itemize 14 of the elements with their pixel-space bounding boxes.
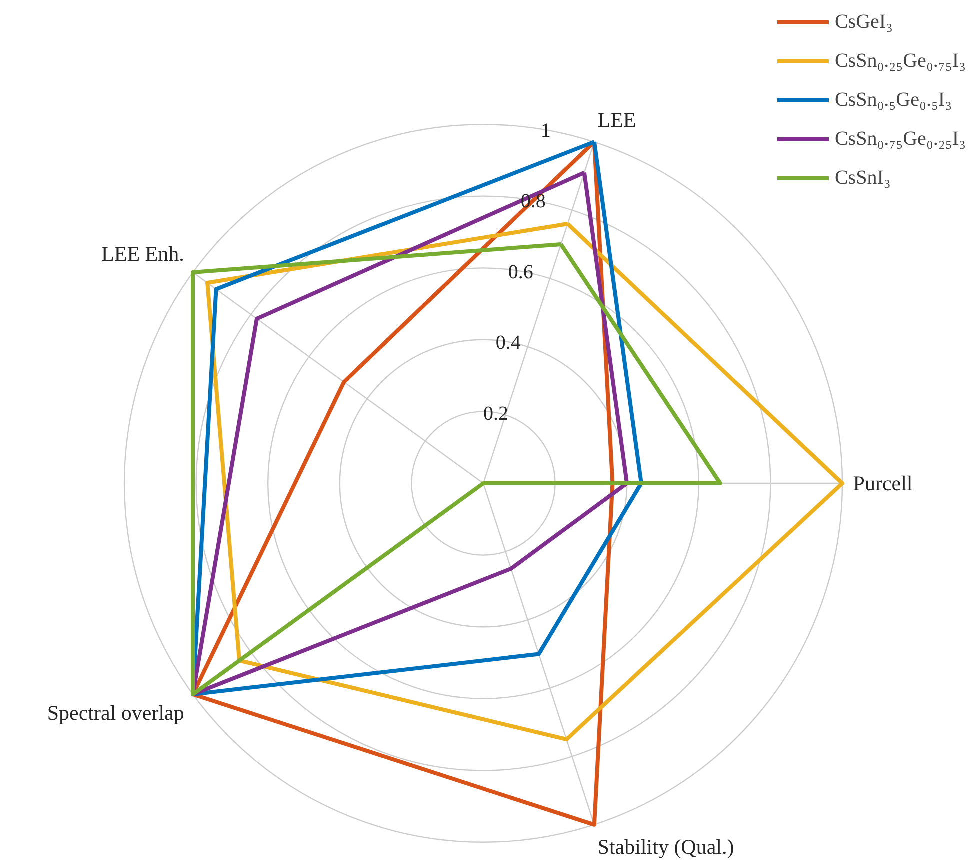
spoke-label: Stability (Qual.) [598, 835, 734, 860]
legend-label: CsSn₀.₅Ge₀.₅I₃ [834, 88, 952, 112]
y-tick-label: 0.6 [508, 261, 534, 284]
spoke-label: Purcell [853, 472, 913, 496]
y-tick-label: 1 [540, 120, 551, 142]
legend-label: CsSn₀.₇₅Ge₀.₂₅I₃ [834, 128, 966, 150]
legend-label: CsSnI₃ [834, 166, 891, 190]
y-tick-label: 0.4 [496, 332, 521, 354]
legend-label: CsGeI₃ [834, 10, 894, 34]
y-tick-label: 0.2 [483, 402, 508, 425]
spoke-label: Spectral overlap [47, 700, 184, 725]
spoke-label: LEE [598, 108, 636, 132]
legend-label: CsSn₀.₂₅Ge₀.₇₅I₃ [834, 50, 966, 72]
spoke-label: LEE Enh. [102, 242, 184, 266]
